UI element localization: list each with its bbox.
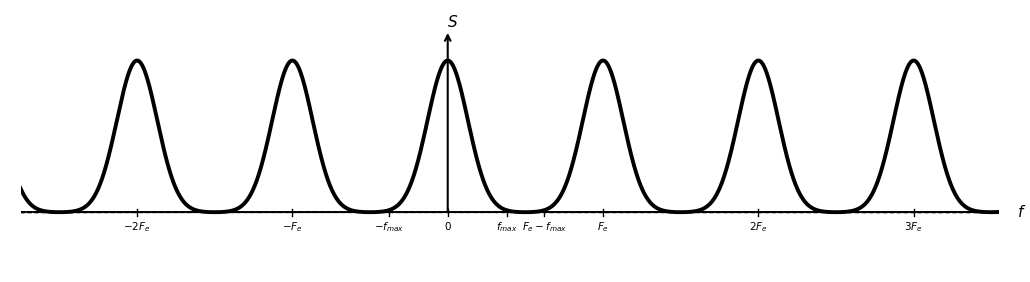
Text: $-F_e$: $-F_e$	[282, 220, 303, 234]
Text: S: S	[448, 15, 457, 30]
Text: $2F_e$: $2F_e$	[749, 220, 767, 234]
Text: $F_e-f_{max}$: $F_e-f_{max}$	[521, 220, 566, 234]
Text: $0$: $0$	[444, 220, 451, 232]
Text: $3F_e$: $3F_e$	[904, 220, 923, 234]
Text: $-2F_e$: $-2F_e$	[124, 220, 150, 234]
Text: $f_{max}$: $f_{max}$	[496, 220, 517, 234]
Text: $F_e$: $F_e$	[597, 220, 609, 234]
Text: $-f_{max}$: $-f_{max}$	[374, 220, 404, 234]
Text: f: f	[1018, 205, 1023, 220]
